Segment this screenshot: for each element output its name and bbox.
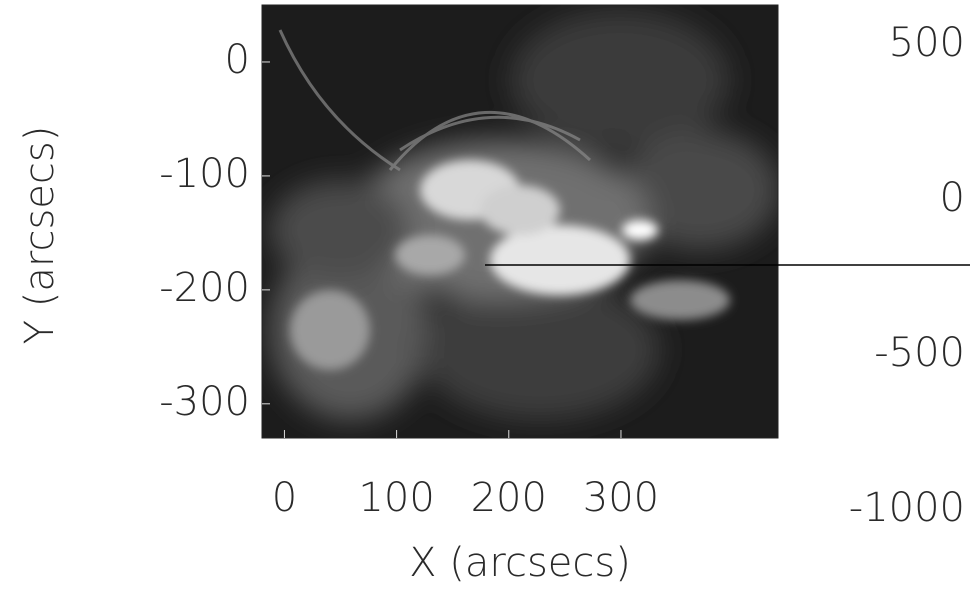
x-tick-label: 0 — [272, 475, 297, 521]
y2-tick-label: 500 — [889, 20, 965, 66]
solar-image — [262, 5, 778, 438]
y2-tick-label: -1000 — [849, 485, 965, 531]
y2-tick-label: 0 — [940, 175, 965, 221]
x-tick-label: 200 — [471, 475, 547, 521]
y-tick-label: -200 — [159, 265, 250, 311]
plot-frame — [261, 4, 779, 439]
y-tick-label: -100 — [159, 151, 250, 197]
y-tick-label: 0 — [225, 37, 250, 83]
x-tick-label: 100 — [358, 475, 434, 521]
y2-tick-label: -500 — [874, 330, 965, 376]
x-tick-label: 300 — [583, 475, 659, 521]
y-axis-label: Y (arcsecs) — [17, 126, 63, 345]
x-axis-label: X (arcsecs) — [409, 540, 631, 586]
y-tick-label: -300 — [159, 379, 250, 425]
